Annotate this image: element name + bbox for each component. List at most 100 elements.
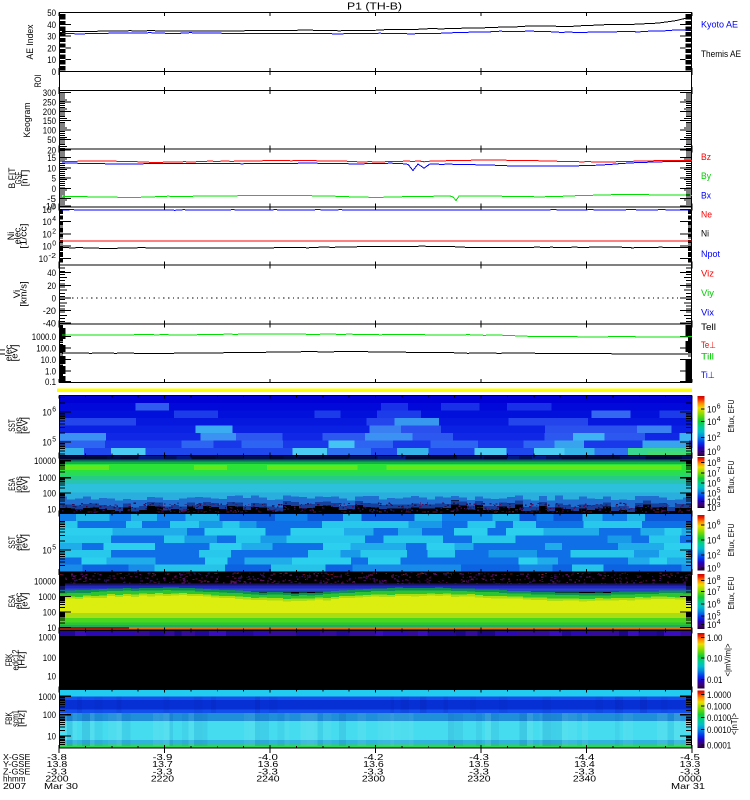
svg-text:0: 0	[52, 293, 56, 304]
svg-text:10.0: 10.0	[41, 355, 56, 366]
svg-text:-4.5: -4.5	[680, 752, 700, 762]
svg-text:100: 100	[43, 489, 56, 500]
svg-text:2: 2	[717, 432, 721, 439]
svg-text:20: 20	[47, 281, 56, 292]
svg-text:0000: 0000	[678, 774, 702, 784]
svg-text:10: 10	[47, 672, 56, 683]
svg-text:2: 2	[717, 549, 721, 556]
svg-text:5: 5	[717, 488, 721, 495]
svg-text:4: 4	[717, 496, 721, 503]
svg-text:2220: 2220	[151, 774, 175, 784]
svg-text:10: 10	[707, 536, 716, 547]
svg-text:-3.9: -3.9	[153, 752, 173, 762]
svg-text:Eflux, EFU: Eflux, EFU	[726, 400, 736, 433]
svg-text:0.01: 0.01	[707, 675, 722, 686]
svg-text:Bz: Bz	[701, 152, 711, 162]
svg-text:hhmm: hhmm	[3, 774, 26, 784]
svg-text:10: 10	[707, 564, 716, 575]
svg-text:6: 6	[717, 477, 721, 484]
svg-text:10: 10	[707, 612, 716, 623]
svg-text:0.10: 0.10	[707, 654, 722, 665]
svg-text:4: 4	[717, 619, 721, 626]
svg-text:15: 15	[47, 153, 56, 164]
svg-text:13.8: 13.8	[47, 759, 68, 769]
svg-text:100: 100	[43, 608, 56, 619]
svg-text:10: 10	[42, 229, 51, 240]
svg-text:1.0: 1.0	[45, 366, 56, 377]
svg-text:10000: 10000	[34, 577, 56, 588]
svg-text:scm1: scm1	[10, 710, 20, 727]
svg-text:5: 5	[52, 437, 56, 444]
svg-text:AE Index: AE Index	[25, 24, 35, 59]
svg-text:Npot: Npot	[701, 249, 720, 259]
svg-text:10: 10	[42, 408, 51, 419]
svg-text:Bx: Bx	[701, 191, 711, 201]
svg-text:X-GSE: X-GSE	[3, 752, 31, 762]
svg-text:-3.3: -3.3	[47, 766, 67, 776]
svg-text:Ne: Ne	[701, 210, 712, 220]
svg-text:<|nT|>: <|nT|>	[729, 713, 739, 735]
svg-text:250: 250	[43, 97, 56, 108]
svg-text:FBK: FBK	[4, 712, 14, 725]
svg-text:6: 6	[717, 599, 721, 606]
svg-text:Z-GSE: Z-GSE	[3, 766, 31, 776]
svg-text:Eflux, EFU: Eflux, EFU	[726, 577, 736, 610]
svg-text:150: 150	[43, 116, 56, 127]
svg-text:Viz: Viz	[701, 269, 714, 279]
svg-text:-20: -20	[43, 306, 56, 317]
svg-text:1000: 1000	[38, 592, 56, 603]
svg-text:-40: -40	[43, 319, 56, 330]
svg-text:1000.0: 1000.0	[32, 332, 56, 343]
svg-text:ions: ions	[13, 417, 23, 434]
svg-text:FBK: FBK	[4, 654, 14, 667]
svg-text:7: 7	[717, 467, 721, 474]
svg-text:100: 100	[43, 126, 56, 137]
svg-text:13.6: 13.6	[258, 759, 279, 769]
svg-text:10: 10	[47, 732, 56, 743]
svg-text:20: 20	[47, 146, 56, 157]
svg-text:0: 0	[717, 446, 721, 453]
svg-text:10: 10	[707, 600, 716, 611]
svg-text:2340: 2340	[573, 774, 597, 784]
svg-text:10: 10	[707, 503, 716, 514]
svg-text:6: 6	[717, 519, 721, 526]
svg-text:Keogram: Keogram	[22, 103, 32, 138]
svg-text:-4.4: -4.4	[575, 752, 595, 762]
svg-text:10: 10	[707, 576, 716, 587]
svg-text:[eV]: [eV]	[20, 476, 30, 493]
svg-text:-3.3: -3.3	[575, 766, 595, 776]
svg-text:50: 50	[47, 8, 56, 19]
svg-text:Themis AE: Themis AE	[701, 49, 741, 59]
svg-text:5: 5	[52, 174, 56, 185]
svg-text:-2: -2	[48, 253, 56, 260]
svg-text:10: 10	[42, 205, 51, 216]
svg-text:elec: elec	[13, 534, 23, 551]
svg-text:-3.3: -3.3	[153, 766, 173, 776]
svg-text:0.0001: 0.0001	[707, 741, 731, 752]
svg-text:1000: 1000	[38, 473, 56, 484]
svg-text:10: 10	[707, 587, 716, 598]
svg-text:10: 10	[42, 546, 51, 557]
svg-text:Ni: Ni	[701, 229, 709, 239]
svg-text:[1/cc]: [1/cc]	[19, 223, 29, 248]
svg-text:-3.8: -3.8	[47, 752, 67, 762]
svg-text:SST: SST	[7, 536, 17, 549]
svg-text:Ti: Ti	[0, 349, 7, 357]
svg-text:300: 300	[43, 88, 56, 99]
svg-text:10: 10	[707, 433, 716, 444]
svg-text:Ti⊥: Ti⊥	[701, 370, 715, 380]
svg-text:Viy: Viy	[701, 288, 714, 298]
svg-text:100.0: 100.0	[36, 343, 56, 354]
svg-text:40: 40	[47, 20, 56, 31]
svg-text:30: 30	[47, 32, 56, 43]
svg-text:13.5: 13.5	[469, 759, 490, 769]
svg-text:[eV]: [eV]	[20, 593, 30, 610]
svg-text:Till: Till	[701, 352, 714, 362]
svg-text:13.4: 13.4	[574, 759, 595, 769]
svg-text:10: 10	[707, 447, 716, 458]
svg-text:[Hz]: [Hz]	[17, 710, 27, 727]
svg-text:5: 5	[717, 610, 721, 617]
svg-text:[Hz]: [Hz]	[17, 652, 27, 669]
svg-text:-3.3: -3.3	[469, 766, 489, 776]
svg-text:elec: elec	[13, 592, 23, 609]
